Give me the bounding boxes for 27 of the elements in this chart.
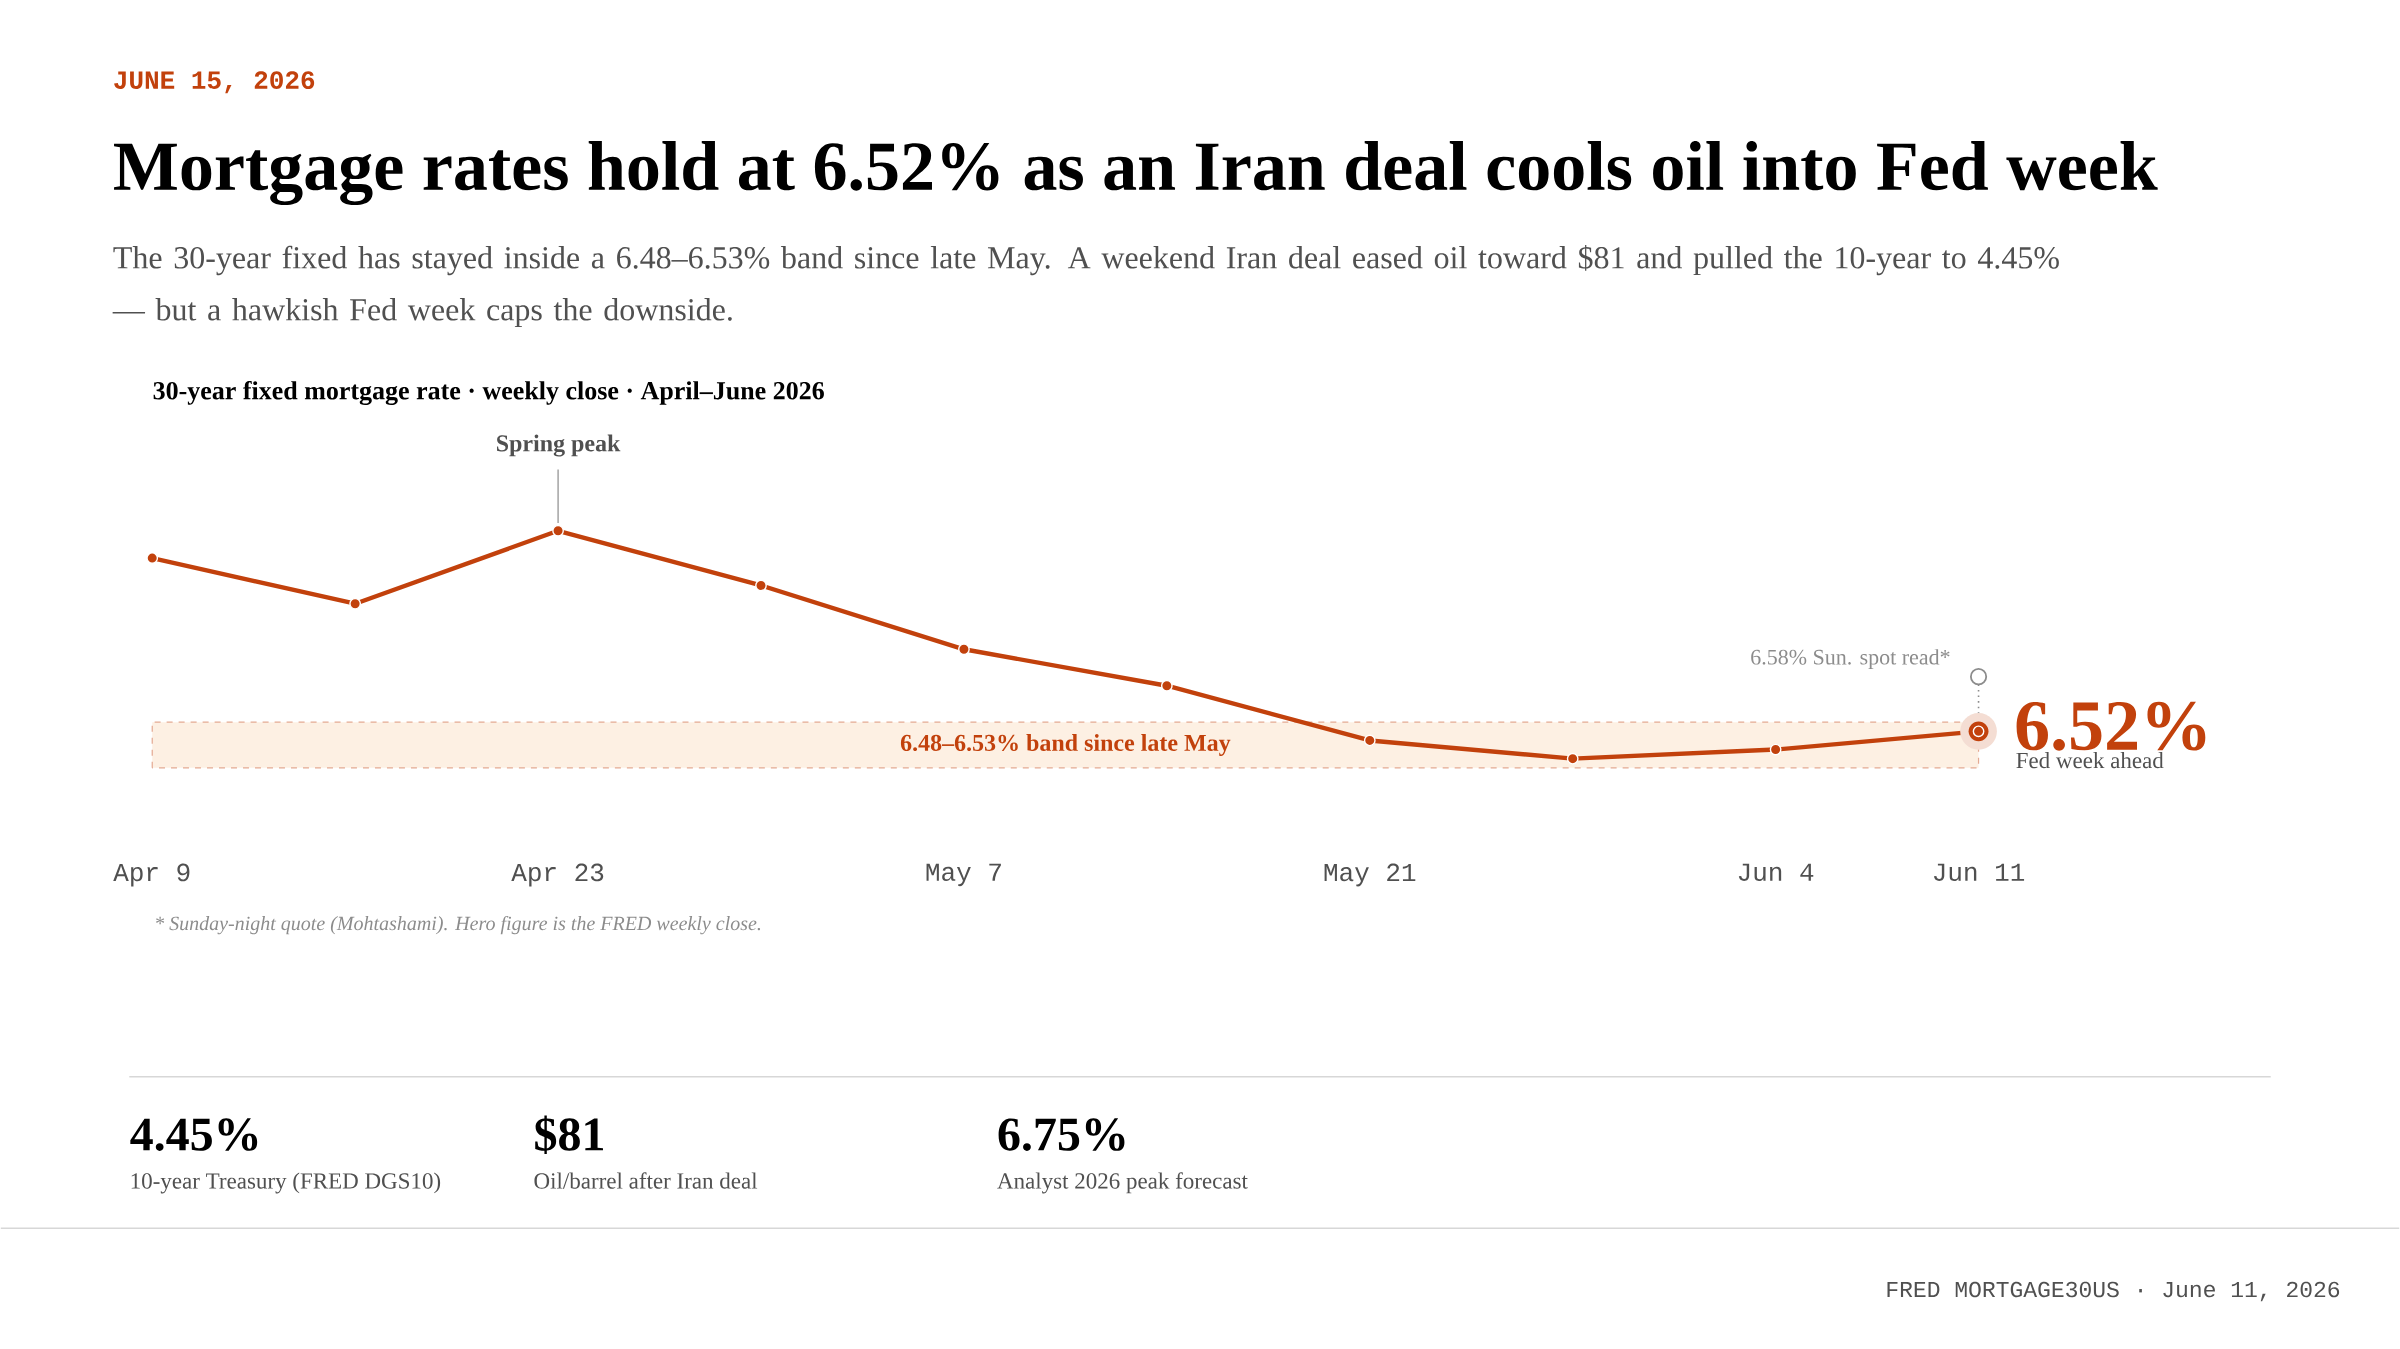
point	[146, 552, 159, 564]
text: 30-year fixed mortgage rate · weekly close · April–June 2026	[153, 380, 824, 405]
x-tick-label: Apr 23	[511, 863, 604, 887]
text: Fed week ahead	[2016, 752, 2164, 769]
chart-title: Mortgage rates hold at 6.52% as an Iran deal cools oil into Fed week	[114, 141, 2158, 206]
text: * Sunday-night quote (Mohtashami). Hero figure is the FRED weekly close.	[156, 915, 761, 935]
text: Analyst 2026 peak forecast	[997, 1172, 1248, 1194]
point	[1566, 752, 1579, 765]
annotation: Spring peak	[497, 434, 621, 457]
x-tick-label: Apr 9	[113, 863, 190, 887]
chart-subtitle: The 30-year fixed has stayed inside a 6.48–6.53% band since late May. A weekend Iran deal eased oil toward $81 and pulled the 10-year to 4.45% — but a hawkish Fed week caps the downside.	[112, 245, 2059, 328]
text: 10-year Treasury (FRED DGS10)	[131, 1172, 441, 1194]
x-tick-label: May 21	[1324, 863, 1416, 887]
annotation: 6.58% Sun. spot read*	[1751, 649, 1950, 670]
text: Oil/barrel after Iran deal	[534, 1172, 758, 1189]
point	[1769, 743, 1782, 756]
x-tick-label: May 7	[926, 863, 1001, 887]
text: FRED MORTGAGE30US · June 11, 2026	[1887, 1281, 2340, 1302]
x-tick-label: Jun 11	[1933, 863, 2025, 881]
x-tick-label: Jun 4	[1738, 863, 1814, 881]
text: JUNE 15, 2026	[114, 71, 315, 94]
band-label: 6.48–6.53% band since late May	[900, 734, 1231, 756]
text: 4.45%	[130, 1118, 258, 1151]
text: 6.75%	[998, 1118, 1125, 1151]
point	[1363, 734, 1376, 747]
text: 6.52%	[2016, 701, 2206, 751]
text: $81	[535, 1115, 603, 1154]
